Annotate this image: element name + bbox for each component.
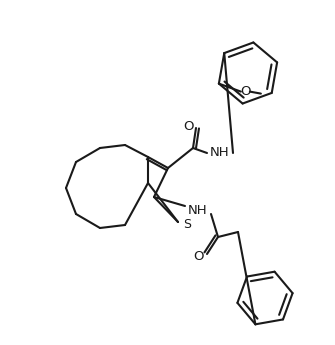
Text: NH: NH [188, 204, 208, 217]
Text: S: S [183, 217, 191, 230]
Text: O: O [241, 85, 251, 98]
Text: NH: NH [210, 147, 230, 159]
Text: O: O [194, 250, 204, 264]
Text: O: O [183, 119, 193, 132]
